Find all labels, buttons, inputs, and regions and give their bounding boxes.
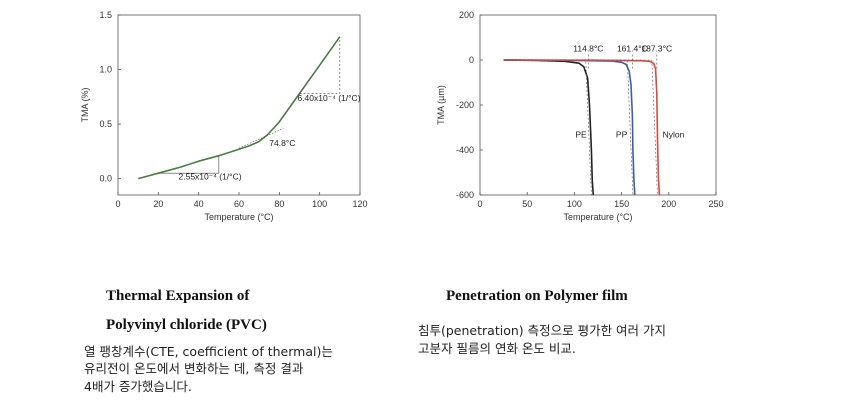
right-caption-body-line1: 침투(penetration) 측정으로 평가한 여러 가지 <box>418 323 667 338</box>
tma-x-tick-label: 100 <box>312 199 327 209</box>
tma-x-tick-label: 60 <box>234 199 244 209</box>
right-caption-body-line2: 고분자 필름의 연화 온도 비교. <box>418 341 576 356</box>
tma-x-tick-label: 20 <box>153 199 163 209</box>
pen-annotation-label: 187.3°C <box>641 43 672 53</box>
tma-series-line-0 <box>137 36 341 180</box>
tma-plot: 0 20 40 60 80 100 120 0.0 0.5 1.0 1.5 Temperature (… <box>80 10 368 222</box>
pen-y-tick-label: -400 <box>456 145 474 155</box>
pen-series-line-pp <box>503 59 636 196</box>
pen-y-tick-label: -600 <box>456 190 474 200</box>
pen-tangent-guide <box>503 59 592 196</box>
pen-y-tick-label: 0 <box>469 55 474 65</box>
pen-y-axis-label: TMA (µm) <box>436 85 446 125</box>
pen-x-tick-label: 150 <box>614 199 629 209</box>
left-caption-body-line1: 열 팽창계수(CTE, coefficient of thermal)는 <box>84 344 333 359</box>
tma-y-tick-label: 0.5 <box>99 119 112 129</box>
tma-tangent-guide <box>238 128 284 149</box>
pen-series-label-nylon: Nylon <box>663 130 685 140</box>
tma-annotation-label: 6.40x10⁻⁴ (1/°C) <box>297 93 360 103</box>
pen-annotation-label: 161.4°C <box>617 43 648 53</box>
pen-tangent-guide <box>503 59 658 196</box>
left-caption-body-line3: 4배가 증가했습니다. <box>84 379 192 394</box>
pen-x-tick-label: 250 <box>708 199 723 209</box>
left-caption-body-line2: 유리전이 온도에서 변화하는 데, 측정 결과 <box>84 361 304 376</box>
pen-x-tick-label: 50 <box>522 199 532 209</box>
pen-plot-frame <box>479 14 717 196</box>
tma-slope-guide-high <box>299 36 341 94</box>
pen-x-tick-label: 0 <box>477 199 482 209</box>
tma-slope-guide-low <box>158 155 220 174</box>
left-caption-title-line1: Thermal Expansion of <box>106 288 250 304</box>
tma-x-tick-label: 80 <box>274 199 284 209</box>
tma-y-tick-label: 1.5 <box>99 10 112 20</box>
pen-y-tick-label: -200 <box>456 100 474 110</box>
tma-annotation-label: 74.8°C <box>269 138 295 148</box>
pen-series-label-pe: PE <box>575 130 587 140</box>
tma-y-axis-label: TMA (%) <box>80 87 90 122</box>
tma-x-tick-label: 40 <box>194 199 204 209</box>
pen-plot: 0 50 100 150 200 250 -600 -400 -200 0 200 Temperatu… <box>436 10 724 222</box>
tma-y-tick-label: 1.0 <box>99 65 112 75</box>
pen-x-axis-label: Temperature (°C) <box>563 212 632 222</box>
pen-annotation-label: 114.8°C <box>573 43 603 53</box>
pen-series-line-nylon <box>503 59 661 196</box>
pen-x-tick-label: 200 <box>661 199 676 209</box>
pen-x-tick-label: 100 <box>567 199 582 209</box>
tma-x-axis-label: Temperature (°C) <box>204 212 273 222</box>
tma-y-tick-label: 0.0 <box>99 174 112 184</box>
tma-annotation-label: 2.55x10⁻⁴ (1/°C) <box>179 172 242 182</box>
right-caption-title: Penetration on Polymer film <box>446 288 628 304</box>
pen-tangent-guide <box>503 59 634 196</box>
left-caption-title-line2: Polyvinyl chloride (PVC) <box>106 317 267 333</box>
pen-series-line-pe <box>503 59 595 196</box>
tma-x-tick-label: 0 <box>115 199 120 209</box>
tma-plot-frame <box>117 14 361 196</box>
pen-y-tick-label: 200 <box>459 10 474 20</box>
tma-x-tick-label: 120 <box>352 199 367 209</box>
pen-series-label-pp: PP <box>616 130 628 140</box>
